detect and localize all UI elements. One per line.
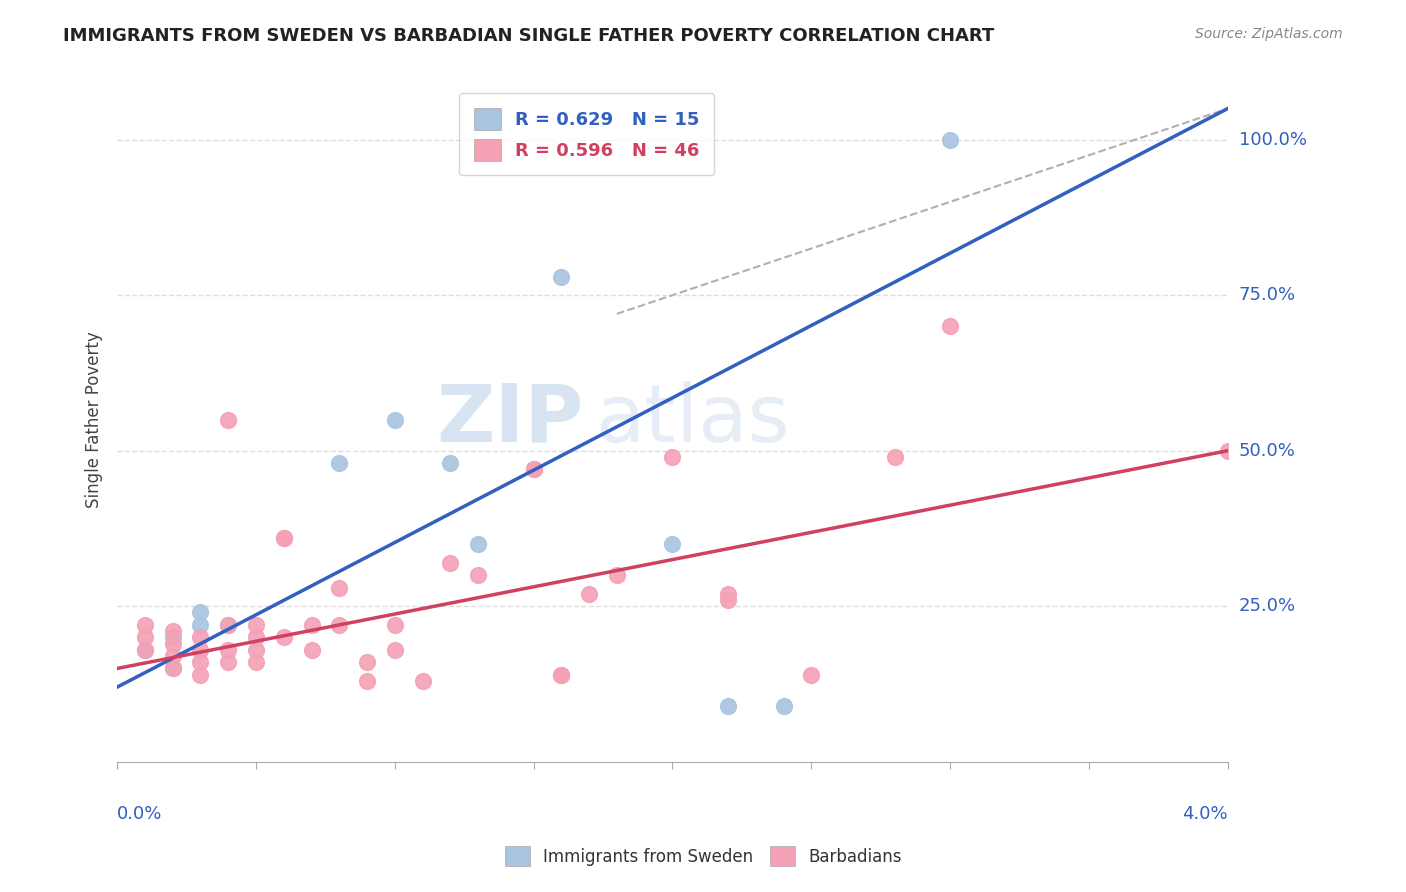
Point bbox=[467, 568, 489, 582]
Point bbox=[550, 667, 572, 681]
Point bbox=[190, 642, 212, 657]
Point bbox=[162, 661, 184, 675]
Text: 25.0%: 25.0% bbox=[1239, 598, 1296, 615]
Point bbox=[190, 655, 212, 669]
Text: 4.0%: 4.0% bbox=[1182, 805, 1227, 823]
Point bbox=[273, 531, 295, 545]
Point bbox=[134, 618, 156, 632]
Point bbox=[439, 556, 461, 570]
Text: IMMIGRANTS FROM SWEDEN VS BARBADIAN SINGLE FATHER POVERTY CORRELATION CHART: IMMIGRANTS FROM SWEDEN VS BARBADIAN SING… bbox=[63, 27, 994, 45]
Point bbox=[1216, 443, 1239, 458]
Point bbox=[606, 568, 628, 582]
Point bbox=[301, 642, 323, 657]
Point bbox=[661, 537, 683, 551]
Point bbox=[162, 661, 184, 675]
Point bbox=[245, 642, 267, 657]
Point bbox=[190, 618, 212, 632]
Point bbox=[523, 462, 546, 476]
Text: atlas: atlas bbox=[595, 381, 789, 458]
Point bbox=[162, 648, 184, 663]
Point bbox=[412, 673, 434, 688]
Point bbox=[190, 667, 212, 681]
Text: 50.0%: 50.0% bbox=[1239, 442, 1296, 459]
Point bbox=[717, 698, 740, 713]
Point bbox=[661, 450, 683, 464]
Point bbox=[217, 618, 239, 632]
Point bbox=[883, 450, 905, 464]
Point bbox=[328, 581, 350, 595]
Point bbox=[550, 269, 572, 284]
Point bbox=[439, 456, 461, 470]
Point bbox=[245, 618, 267, 632]
Point bbox=[162, 624, 184, 639]
Text: 0.0%: 0.0% bbox=[117, 805, 163, 823]
Point bbox=[245, 655, 267, 669]
Legend: R = 0.629   N = 15, R = 0.596   N = 46: R = 0.629 N = 15, R = 0.596 N = 46 bbox=[460, 94, 714, 176]
Point bbox=[356, 655, 378, 669]
Point bbox=[217, 642, 239, 657]
Point bbox=[134, 642, 156, 657]
Point bbox=[273, 531, 295, 545]
Point bbox=[384, 412, 406, 426]
Point bbox=[467, 537, 489, 551]
Point bbox=[217, 412, 239, 426]
Point bbox=[800, 667, 823, 681]
Point bbox=[217, 655, 239, 669]
Point bbox=[550, 667, 572, 681]
Text: 100.0%: 100.0% bbox=[1239, 130, 1306, 149]
Point bbox=[134, 642, 156, 657]
Point bbox=[578, 587, 600, 601]
Point bbox=[162, 636, 184, 650]
Point bbox=[134, 631, 156, 645]
Point bbox=[245, 631, 267, 645]
Point bbox=[717, 587, 740, 601]
Point bbox=[328, 456, 350, 470]
Point bbox=[384, 618, 406, 632]
Point bbox=[190, 631, 212, 645]
Text: 75.0%: 75.0% bbox=[1239, 286, 1296, 304]
Point bbox=[772, 698, 794, 713]
Point bbox=[939, 133, 962, 147]
Point bbox=[328, 618, 350, 632]
Point bbox=[939, 319, 962, 334]
Point bbox=[162, 631, 184, 645]
Point bbox=[301, 618, 323, 632]
Point bbox=[523, 462, 546, 476]
Text: Source: ZipAtlas.com: Source: ZipAtlas.com bbox=[1195, 27, 1343, 41]
Point bbox=[356, 673, 378, 688]
Point bbox=[384, 642, 406, 657]
Text: ZIP: ZIP bbox=[436, 381, 583, 458]
Y-axis label: Single Father Poverty: Single Father Poverty bbox=[86, 331, 103, 508]
Point bbox=[273, 631, 295, 645]
Legend: Immigrants from Sweden, Barbadians: Immigrants from Sweden, Barbadians bbox=[496, 838, 910, 875]
Point bbox=[217, 618, 239, 632]
Point bbox=[717, 593, 740, 607]
Point bbox=[190, 606, 212, 620]
